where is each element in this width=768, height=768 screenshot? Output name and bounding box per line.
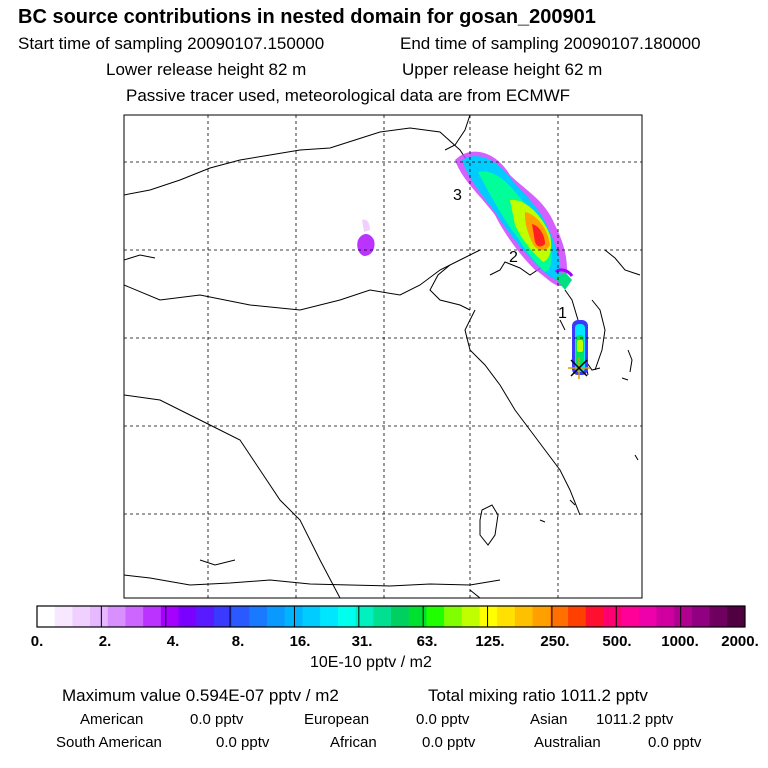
colorbar-swatch: [514, 606, 534, 627]
source-name-australian: Australian: [534, 734, 601, 751]
colorbar-tick: 8.: [231, 633, 245, 650]
colorbar: [37, 606, 746, 627]
colorbar-swatch: [497, 606, 516, 627]
colorbar-tick: 16.: [289, 633, 311, 650]
source-value-south-american: 0.0 pptv: [216, 734, 270, 751]
start-time-label: Start time of sampling 20090107.150000: [18, 34, 325, 53]
tracer-note: Passive tracer used, meteorological data…: [126, 86, 571, 105]
concentration-plume: [357, 151, 588, 375]
source-name-asian: Asian: [530, 711, 568, 728]
colorbar-swatch: [709, 606, 728, 627]
colorbar-swatch: [373, 606, 392, 627]
colorbar-swatch: [408, 606, 427, 627]
colorbar-swatch: [160, 606, 180, 627]
colorbar-swatch: [284, 606, 303, 627]
colorbar-tick: 500.: [602, 633, 632, 650]
lat-lon-grid: [124, 115, 642, 598]
colorbar-swatch: [674, 606, 693, 627]
source-name-south-american: South American: [56, 734, 162, 751]
map-frame: [123, 114, 643, 599]
colorbar-units: 10E-10 pptv / m2: [310, 654, 432, 671]
colorbar-swatch: [691, 606, 711, 627]
source-value-european: 0.0 pptv: [416, 711, 470, 728]
marker-label-2: 2: [509, 249, 518, 266]
colorbar-swatch: [320, 606, 339, 627]
total-mixing-ratio-label: Total mixing ratio 1011.2 pptv: [428, 686, 648, 705]
colorbar-swatch: [727, 606, 746, 627]
colorbar-tick: 63.: [416, 633, 438, 650]
colorbar-swatch: [267, 606, 286, 627]
source-value-african: 0.0 pptv: [422, 734, 476, 751]
colorbar-swatch: [302, 606, 321, 627]
source-name-african: African: [330, 734, 377, 751]
colorbar-swatch: [90, 606, 109, 627]
colorbar-swatch: [426, 606, 445, 627]
colorbar-swatch: [585, 606, 604, 627]
colorbar-swatch: [72, 606, 91, 627]
colorbar-tick: 31.: [351, 633, 373, 650]
colorbar-swatch: [249, 606, 268, 627]
colorbar-swatch: [391, 606, 410, 627]
colorbar-swatch: [444, 606, 463, 627]
colorbar-swatch: [479, 606, 498, 627]
marker-label-1: 1: [558, 305, 567, 322]
source-name-european: European: [304, 711, 370, 728]
colorbar-swatch: [621, 606, 640, 627]
colorbar-tick: 125.: [475, 633, 505, 650]
colorbar-swatch: [603, 606, 622, 627]
colorbar-swatch: [550, 606, 569, 627]
colorbar-tick: 250.: [540, 633, 570, 650]
source-name-american: American: [80, 711, 144, 728]
colorbar-swatch: [214, 606, 233, 627]
colorbar-frame: [36, 605, 746, 628]
colorbar-swatch: [461, 606, 480, 627]
marker-label-3: 3: [453, 187, 462, 204]
colorbar-swatch: [125, 606, 144, 627]
colorbar-swatch: [337, 606, 357, 627]
colorbar-tick: 4.: [166, 633, 180, 650]
source-value-american: 0.0 pptv: [190, 711, 244, 728]
colorbar-swatch: [196, 606, 215, 627]
upper-release-label: Upper release height 62 m: [402, 60, 603, 79]
plot-title: BC source contributions in nested domain…: [18, 6, 596, 28]
source-value-australian: 0.0 pptv: [648, 734, 702, 751]
colorbar-swatch: [37, 606, 56, 627]
colorbar-swatch: [638, 606, 657, 627]
colorbar-swatch: [568, 606, 587, 627]
colorbar-swatch: [178, 606, 197, 627]
colorbar-tick: 2000.: [721, 633, 759, 650]
colorbar-swatch: [656, 606, 675, 627]
colorbar-swatch: [532, 606, 551, 627]
end-time-label: End time of sampling 20090107.180000: [400, 34, 701, 53]
colorbar-swatch: [231, 606, 250, 627]
colorbar-swatch: [143, 606, 162, 627]
colorbar-swatch: [107, 606, 126, 627]
coastline-lines: [124, 115, 641, 598]
colorbar-tick: 2.: [98, 633, 112, 650]
colorbar-tick: 1000.: [661, 633, 699, 650]
lower-release-label: Lower release height 82 m: [106, 60, 307, 79]
maximum-value-label: Maximum value 0.594E-07 pptv / m2: [62, 686, 339, 705]
receptor-star-icon: [568, 357, 590, 379]
colorbar-swatch: [355, 606, 374, 627]
colorbar-tick: 0.: [30, 633, 44, 650]
source-value-asian: 1011.2 pptv: [596, 711, 674, 728]
colorbar-swatch: [54, 606, 73, 627]
